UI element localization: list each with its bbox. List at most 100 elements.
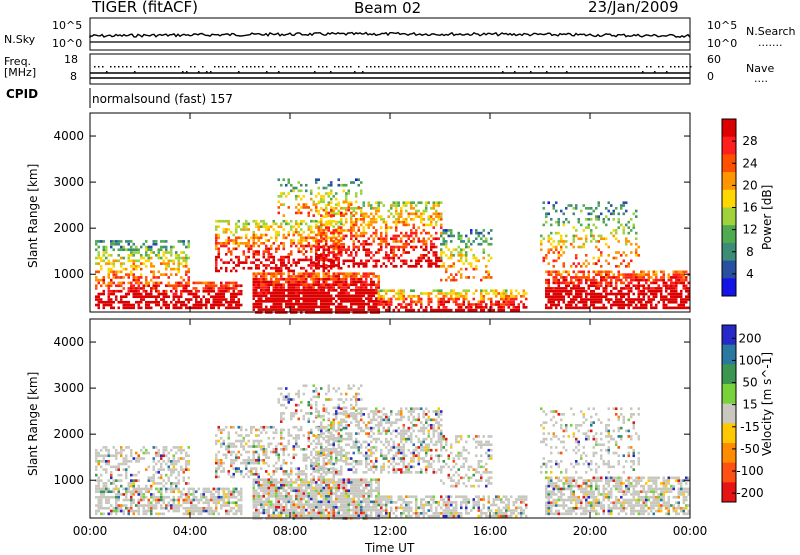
scatter-cell — [335, 254, 338, 257]
scatter-cell — [258, 492, 261, 495]
scatter-cell — [315, 292, 318, 295]
scatter-cell — [570, 290, 573, 293]
scatter-cell — [120, 493, 123, 496]
scatter-cell — [548, 279, 551, 282]
scatter-cell — [335, 295, 338, 298]
scatter-cell — [403, 246, 406, 249]
scatter-cell — [110, 290, 113, 293]
scatter-cell — [448, 248, 451, 251]
scatter-cell — [358, 286, 361, 289]
scatter-cell — [268, 495, 271, 498]
scatter-cell — [100, 488, 103, 491]
scatter-cell — [420, 213, 423, 216]
scatter-cell — [170, 463, 173, 466]
freq-point — [410, 66, 412, 68]
scatter-cell — [543, 260, 546, 263]
scatter-cell — [170, 471, 173, 474]
scatter-cell — [385, 235, 388, 238]
scatter-cell — [205, 488, 208, 491]
scatter-cell — [588, 276, 591, 279]
scatter-cell — [113, 273, 116, 276]
scatter-cell — [235, 225, 238, 228]
scatter-cell — [258, 272, 261, 275]
scatter-cell — [175, 460, 178, 463]
scatter-cell — [215, 293, 218, 296]
scatter-cell — [418, 262, 421, 265]
scatter-cell — [330, 232, 333, 235]
scatter-cell — [140, 268, 143, 271]
scatter-cell — [210, 304, 213, 307]
scatter-cell — [310, 306, 313, 309]
scatter-cell — [125, 477, 128, 480]
scatter-cell — [228, 239, 231, 242]
scatter-cell — [368, 275, 371, 278]
scatter-cell — [560, 254, 563, 257]
scatter-cell — [165, 284, 168, 287]
scatter-cell — [218, 248, 221, 251]
scatter-cell — [648, 273, 651, 276]
scatter-cell — [598, 287, 601, 290]
scatter-cell — [573, 235, 576, 238]
scatter-cell — [335, 512, 338, 515]
scatter-cell — [350, 226, 353, 229]
scatter-cell — [600, 293, 603, 296]
scatter-cell — [260, 306, 263, 309]
scatter-cell — [610, 284, 613, 287]
scatter-cell — [593, 304, 596, 307]
scatter-cell — [315, 272, 318, 275]
scatter-cell — [518, 306, 521, 309]
scatter-cell — [263, 501, 266, 504]
scatter-cell — [150, 248, 153, 251]
scatter-cell — [350, 212, 353, 215]
scatter-cell — [193, 307, 196, 310]
scatter-cell — [448, 276, 451, 279]
scatter-cell — [400, 237, 403, 240]
scatter-cell — [260, 300, 263, 303]
scatter-cell — [133, 307, 136, 310]
scatter-cell — [383, 301, 386, 304]
scatter-cell — [298, 195, 301, 198]
scatter-cell — [405, 262, 408, 265]
scatter-cell — [678, 304, 681, 307]
scatter-cell — [548, 213, 551, 216]
scatter-cell — [663, 271, 666, 274]
scatter-cell — [398, 246, 401, 249]
scatter-cell — [125, 493, 128, 496]
scatter-cell — [108, 496, 111, 499]
scatter-cell — [273, 492, 276, 495]
scatter-cell — [413, 309, 416, 312]
scatter-cell — [545, 290, 548, 293]
scatter-cell — [198, 513, 201, 516]
scatter-cell — [133, 490, 136, 493]
scatter-cell — [113, 510, 116, 513]
scatter-cell — [175, 257, 178, 260]
scatter-cell — [310, 509, 313, 512]
scatter-cell — [655, 279, 658, 282]
scatter-cell — [178, 504, 181, 507]
scatter-cell — [160, 262, 163, 265]
scatter-cell — [355, 201, 358, 204]
scatter-cell — [343, 224, 346, 227]
scatter-cell — [305, 203, 308, 206]
scatter-cell — [245, 228, 248, 231]
scatter-cell — [490, 303, 493, 306]
scatter-cell — [233, 496, 236, 499]
scatter-cell — [303, 267, 306, 270]
scatter-cell — [500, 303, 503, 306]
scatter-cell — [430, 309, 433, 312]
scatter-cell — [305, 295, 308, 298]
scatter-cell — [118, 504, 121, 507]
scatter-cell — [663, 307, 666, 310]
scatter-cell — [155, 504, 158, 507]
scatter-cell — [358, 303, 361, 306]
scatter-cell — [210, 493, 213, 496]
scatter-cell — [273, 242, 276, 245]
scatter-cell — [138, 293, 141, 296]
freq-point — [238, 71, 240, 73]
scatter-cell — [318, 248, 321, 251]
scatter-cell — [293, 289, 296, 292]
scatter-cell — [188, 257, 191, 260]
scatter-cell — [173, 293, 176, 296]
scatter-cell — [213, 287, 216, 290]
scatter-cell — [198, 488, 201, 491]
